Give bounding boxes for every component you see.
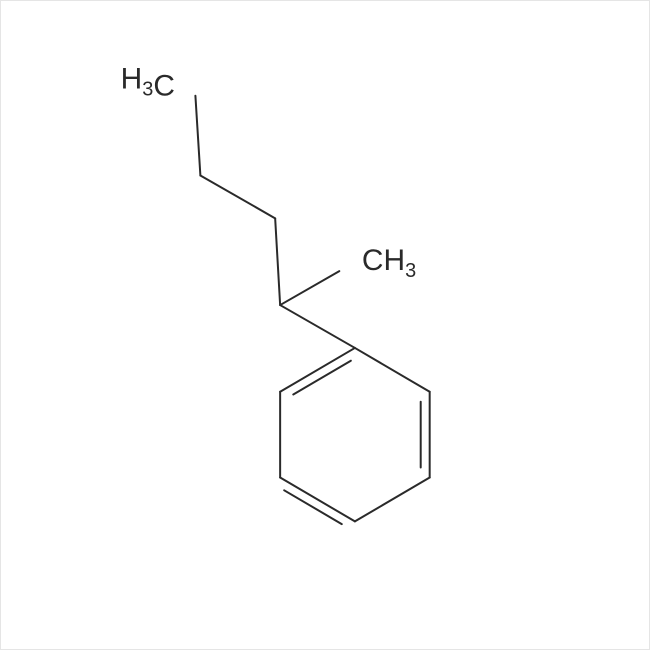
- label-ch3: CH3: [362, 244, 416, 282]
- molecule-canvas: H3C CH3: [0, 0, 650, 650]
- label-h3c: H3C: [121, 63, 175, 103]
- molecule-svg: H3C CH3: [1, 1, 649, 649]
